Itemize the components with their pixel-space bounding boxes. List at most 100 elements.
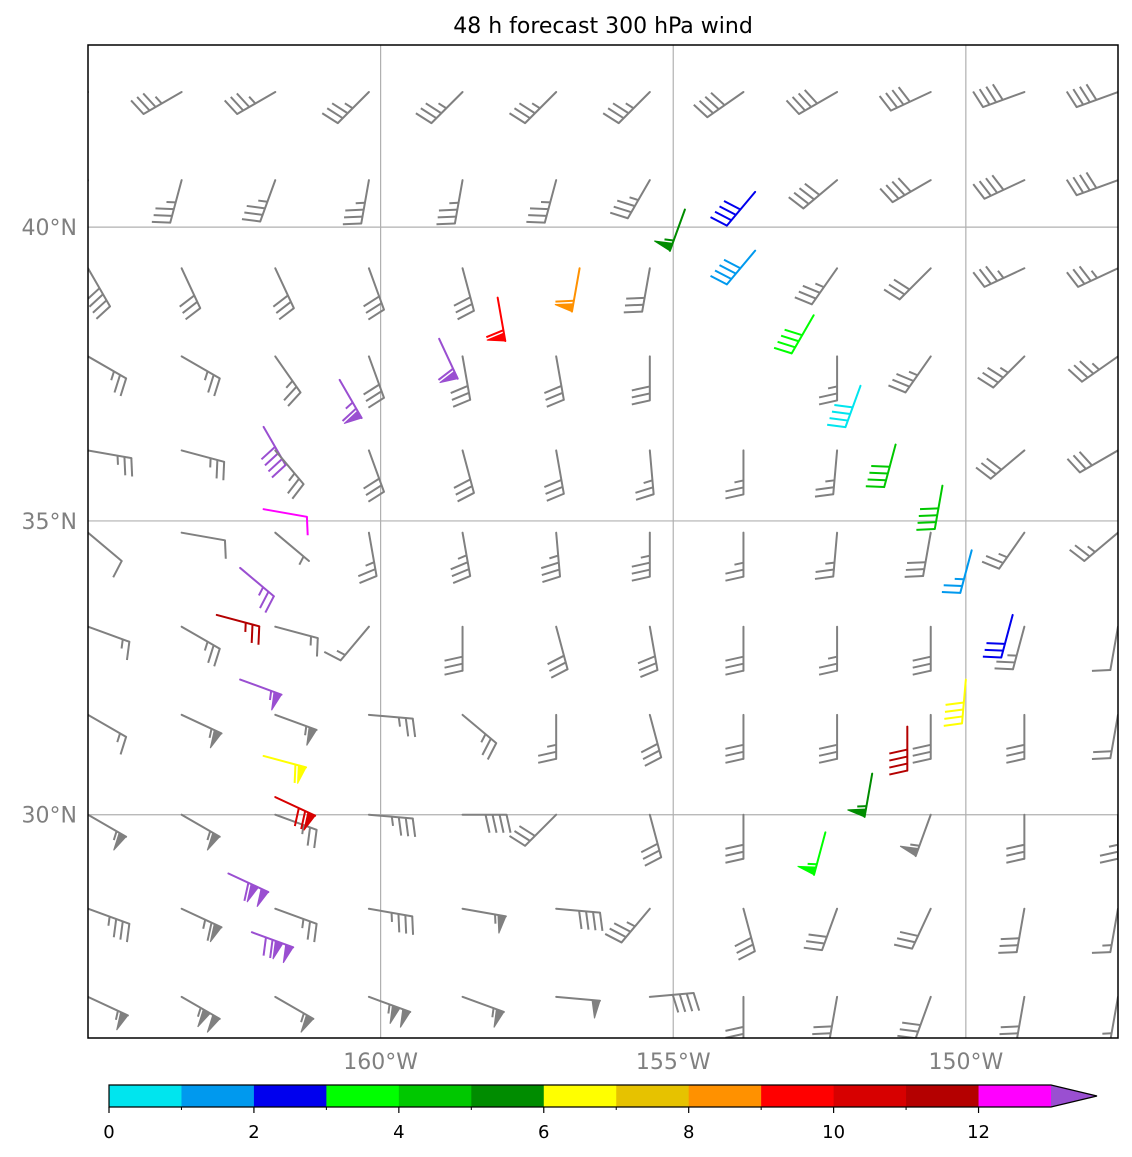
wind-barb (180, 531, 227, 559)
wind-barb (1065, 83, 1118, 109)
wind-barb (88, 995, 129, 1031)
wind-barb (526, 179, 558, 224)
wind-barb (654, 208, 686, 252)
wind-barb (215, 613, 261, 645)
wind-barb (450, 355, 472, 408)
wind-barb (972, 265, 1026, 288)
colorbar-segment (326, 1085, 400, 1107)
wind-barb (461, 907, 507, 934)
wind-barb (274, 355, 302, 407)
wind-barb (1069, 531, 1118, 562)
wind-barb (180, 355, 221, 397)
wind-barb (785, 89, 839, 116)
wind-barb (180, 449, 226, 481)
y-tick-label: 35°N (22, 510, 77, 535)
colorbar-segment (978, 1085, 1052, 1107)
wind-barb (461, 713, 498, 760)
wind-barb (543, 355, 565, 408)
wind-barb (321, 91, 370, 125)
wind-barb (88, 267, 111, 320)
wind-barb (274, 449, 305, 500)
wind-barb (415, 91, 464, 125)
wind-barb (1091, 907, 1118, 954)
wind-barb (543, 449, 565, 502)
wind-barb (239, 678, 283, 711)
wind-barb (363, 449, 385, 503)
wind-barb (865, 443, 897, 489)
wind-barb (1006, 813, 1026, 864)
wind-barb (461, 995, 505, 1028)
wind-barb (999, 995, 1026, 1038)
wind-barb (878, 86, 932, 112)
wind-barb (640, 813, 663, 867)
wind-barb (847, 772, 874, 818)
wind-barb (818, 355, 839, 406)
wind-barb (450, 531, 472, 585)
y-axis-ticks: 40°N 35°N 30°N (22, 216, 77, 829)
wind-barb (323, 625, 370, 662)
wind-barb (812, 995, 839, 1038)
wind-barb (814, 449, 839, 498)
wind-barb (1067, 355, 1118, 383)
wind-barb (180, 813, 221, 851)
wind-barb (444, 625, 464, 676)
wind-barb (609, 179, 651, 220)
wind-barb (888, 355, 932, 394)
colorbar-segment (253, 1085, 327, 1107)
wind-barb (912, 625, 932, 676)
wind-barb (461, 813, 512, 833)
wind-barb (274, 625, 319, 657)
x-axis-ticks: 160°W 155°W 150°W (343, 1050, 1003, 1075)
wind-barb (1091, 713, 1118, 760)
colorbar-segment (833, 1085, 907, 1107)
wind-barb (943, 678, 967, 727)
wind-barb (151, 179, 183, 224)
colorbar: 0 2 4 6 8 10 12 (103, 1084, 1098, 1143)
wind-barb (899, 813, 932, 858)
colorbar-segment (761, 1085, 835, 1107)
wind-barb (893, 907, 932, 950)
wind-barb (794, 267, 839, 306)
colorbar-segment (906, 1085, 980, 1107)
wind-barb (88, 713, 128, 755)
wind-barb (1065, 171, 1118, 197)
wind-barb (227, 872, 270, 908)
colorbar-tick-label: 0 (103, 1122, 114, 1143)
colorbar-extend-arrow (1051, 1085, 1097, 1107)
colorbar-tick-label: 12 (967, 1122, 990, 1143)
colorbar-segment (181, 1085, 255, 1107)
wind-barb (912, 713, 932, 764)
wind-barb (88, 813, 128, 851)
chart-title: 48 h forecast 300 hPa wind (453, 14, 753, 39)
wind-barb (357, 531, 378, 585)
wind-barb (1091, 625, 1118, 672)
colorbar-outline (108, 1084, 1098, 1108)
wind-barb (88, 355, 128, 397)
wind-barb (773, 314, 815, 355)
wind-barb (604, 907, 651, 944)
wind-barb (648, 992, 701, 1013)
wind-barb (797, 831, 827, 876)
wind-barb (1066, 449, 1118, 474)
wind-barb (537, 713, 558, 764)
colorbar-segment (688, 1085, 762, 1107)
x-tick-label: 155°W (636, 1050, 711, 1075)
wind-barb (239, 566, 275, 614)
wind-barb (180, 713, 223, 749)
wind-barb (883, 267, 932, 301)
colorbar-segment (109, 1085, 182, 1107)
wind-barb (818, 713, 839, 764)
wind-barb (982, 613, 1014, 659)
wind-barb (274, 713, 318, 746)
wind-barb (363, 355, 385, 409)
wind-barb (508, 91, 558, 125)
wind-barb (88, 449, 134, 477)
wind-barb (453, 449, 475, 503)
wind-barb (363, 267, 385, 321)
wind-barb (88, 907, 131, 943)
wind-barb (725, 449, 745, 500)
colorbar-segment (398, 1085, 472, 1107)
wind-barb (436, 179, 464, 226)
wind-barb (803, 907, 839, 952)
wind-barb (972, 174, 1026, 200)
